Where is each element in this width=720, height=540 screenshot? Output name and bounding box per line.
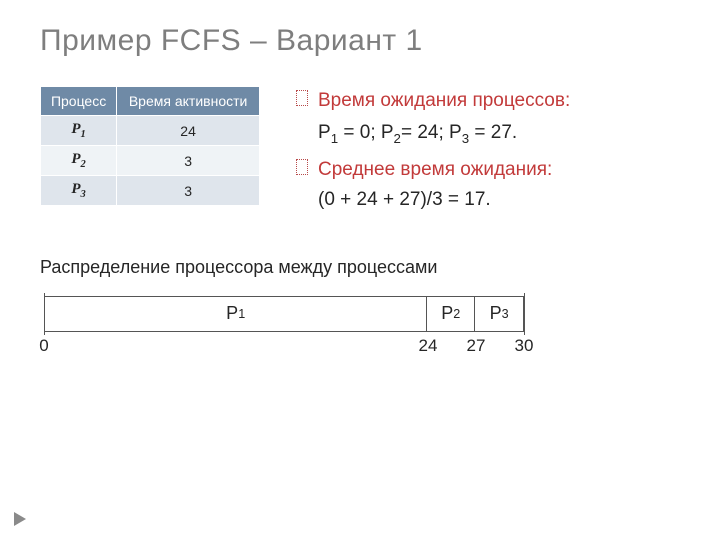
col-burst: Время активности <box>117 87 260 116</box>
gantt-chart: P1P2P3 0242730 <box>44 296 680 356</box>
upper-row: Процесс Время активности P124P23P33 Врем… <box>40 86 680 223</box>
cell-process: P3 <box>41 176 117 206</box>
bullet-marker-icon <box>296 90 308 106</box>
col-process: Процесс <box>41 87 117 116</box>
bullet-body: (0 + 24 + 27)/3 = 17. <box>296 187 680 213</box>
cell-burst: 3 <box>117 176 260 206</box>
gantt-segment: P3 <box>475 297 523 331</box>
bullet-head: Время ожидания процессов: <box>318 90 570 111</box>
gantt-tick-label: 27 <box>467 336 486 356</box>
slide-arrow-icon <box>14 512 26 526</box>
bullet-head: Среднее время ожидания: <box>318 159 552 180</box>
process-table-body: P124P23P33 <box>41 116 260 206</box>
cell-burst: 24 <box>117 116 260 146</box>
table-row: P33 <box>41 176 260 206</box>
gantt-segment: P1 <box>45 297 427 331</box>
gantt-tick-label: 24 <box>419 336 438 356</box>
process-table: Процесс Время активности P124P23P33 <box>40 86 260 206</box>
gantt-tick-label: 30 <box>515 336 534 356</box>
page-title: Пример FCFS – Вариант 1 <box>40 24 680 58</box>
cell-process: P1 <box>41 116 117 146</box>
gantt-segment: P2 <box>427 297 475 331</box>
bullet-list: Время ожидания процессов: P1 = 0; P2= 24;… <box>296 86 680 223</box>
gantt-ticks: 0242730 <box>44 336 524 356</box>
bullet-item: Среднее время ожидания: <box>296 157 680 183</box>
cell-process: P2 <box>41 146 117 176</box>
gantt-caption: Распределение процессора между процессам… <box>40 257 680 278</box>
table-row: P124 <box>41 116 260 146</box>
cell-burst: 3 <box>117 146 260 176</box>
gantt-row: P1P2P3 <box>44 296 524 332</box>
bullet-body: P1 = 0; P2= 24; P3 = 27. <box>296 120 680 148</box>
bullet-item: Время ожидания процессов: <box>296 88 680 114</box>
gantt-tick-label: 0 <box>39 336 48 356</box>
table-row: P23 <box>41 146 260 176</box>
bullet-marker-icon <box>296 159 308 175</box>
